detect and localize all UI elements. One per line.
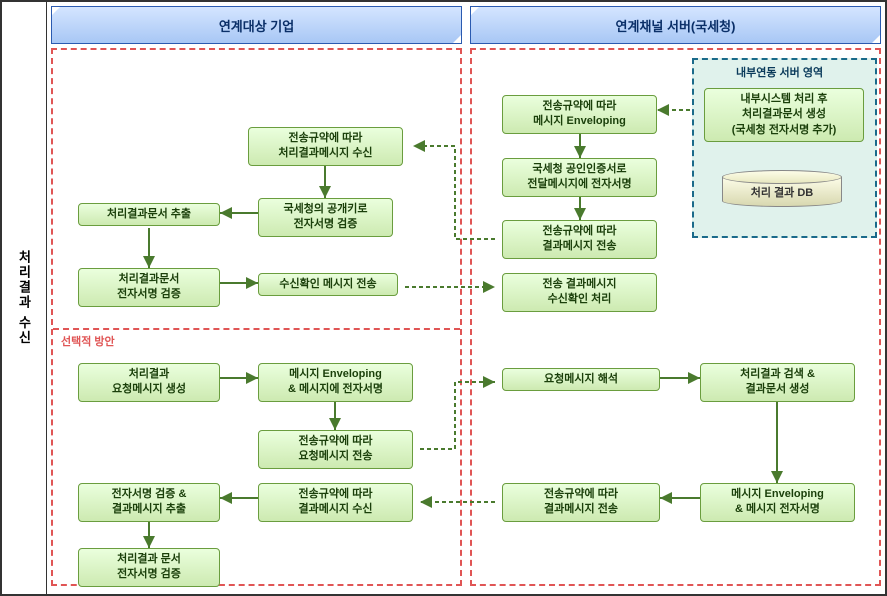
node-l10: 전송규약에 따라결과메시지 수신 — [258, 483, 413, 522]
sidebar: 처리결과 수신 — [2, 2, 47, 594]
left-column: 전송규약에 따라처리결과메시지 수신 처리결과문서 추출 국세청의 공개키로전자… — [51, 48, 462, 586]
inner-region-title: 내부연동 서버 영역 — [736, 64, 823, 80]
node-l9: 전자서명 검증 &결과메시지 추출 — [78, 483, 220, 522]
node-r6: 요청메시지 해석 — [502, 368, 660, 391]
diagram-container: 처리결과 수신 연계대상 기업 연계채널 서버(국세청) — [0, 0, 887, 596]
node-r7: 처리결과 검색 &결과문서 생성 — [700, 363, 855, 402]
header-left: 연계대상 기업 — [51, 6, 462, 44]
node-r9: 메시지 Enveloping& 메시지 전자서명 — [700, 483, 855, 522]
node-r1: 전송규약에 따라메시지 Enveloping — [502, 95, 657, 134]
section-label: 선택적 방안 — [61, 333, 115, 349]
node-l2: 처리결과문서 추출 — [78, 203, 220, 226]
headers-row: 연계대상 기업 연계채널 서버(국세청) — [47, 2, 885, 48]
header-right: 연계채널 서버(국세청) — [470, 6, 881, 44]
sidebar-label: 처리결과 수신 — [15, 250, 34, 346]
db-icon: 처리 결과 DB — [722, 170, 842, 207]
node-l5: 수신확인 메시지 전송 — [258, 273, 398, 296]
node-l7: 메시지 Enveloping& 메시지에 전자서명 — [258, 363, 413, 402]
node-r4: 전송 결과메시지수신확인 처리 — [502, 273, 657, 312]
node-l1: 전송규약에 따라처리결과메시지 수신 — [248, 127, 403, 166]
right-column: 내부연동 서버 영역 전송규약에 따라메시지 Enveloping 국세청 공인… — [470, 48, 881, 586]
node-r8: 전송규약에 따라결과메시지 전송 — [502, 483, 660, 522]
node-l4: 처리결과문서전자서명 검증 — [78, 268, 220, 307]
node-l6: 처리결과요청메시지 생성 — [78, 363, 220, 402]
node-r3: 전송규약에 따라결과메시지 전송 — [502, 220, 657, 259]
inner-region — [692, 58, 877, 238]
node-l3: 국세청의 공개키로전자서명 검증 — [258, 198, 393, 237]
node-l11: 처리결과 문서전자서명 검증 — [78, 548, 220, 587]
main-area: 연계대상 기업 연계채널 서버(국세청) — [47, 2, 885, 594]
columns: 전송규약에 따라처리결과메시지 수신 처리결과문서 추출 국세청의 공개키로전자… — [47, 48, 885, 594]
node-l8: 전송규약에 따라요청메시지 전송 — [258, 430, 413, 469]
node-r2: 국세청 공인인증서로전달메시지에 전자서명 — [502, 158, 657, 197]
node-r5: 내부시스템 처리 후처리결과문서 생성(국세청 전자서명 추가) — [704, 88, 864, 142]
